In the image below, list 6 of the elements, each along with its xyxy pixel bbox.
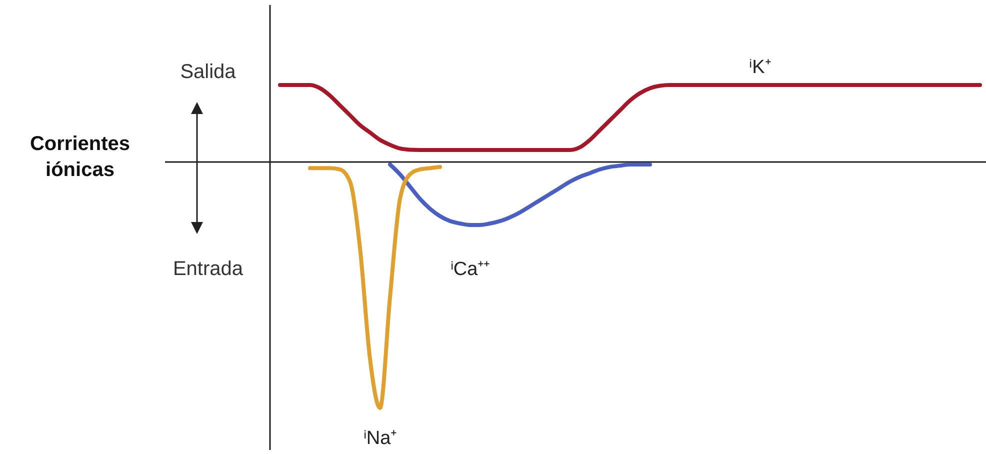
text: Corrientes iónicas: [30, 133, 130, 181]
text: Salida: [180, 61, 237, 83]
series-label: ⁱCa⁺⁺: [450, 258, 490, 280]
series-label: ⁱNa⁺: [363, 428, 397, 449]
text: Entrada: [172, 258, 244, 280]
series-label: ⁱK⁺: [749, 57, 771, 78]
